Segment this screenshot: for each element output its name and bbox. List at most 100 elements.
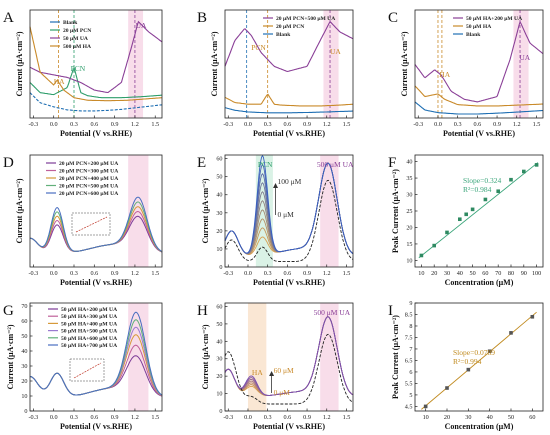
x-axis-label: Concentration (μM) — [445, 278, 514, 287]
panel-h: -0.3 0.0 0.3 0.6 0.9 1.2 1.5 Potential (V vs.RH… — [201, 302, 354, 431]
y-tick-label: 10 — [216, 246, 222, 253]
y-tick-label: 50 — [216, 321, 222, 328]
x-tick-label: 1.5 — [151, 414, 159, 421]
x-tick-label: 40 — [457, 270, 463, 277]
x-axis-label: Potential (V vs.RHE) — [60, 422, 132, 431]
x-tick-label: 1.5 — [343, 414, 351, 421]
legend-entry: 20 μM PCN+500 μM UA — [276, 16, 335, 22]
y-tick-label: 5 — [409, 392, 412, 399]
x-tick-label: 0.6 — [473, 121, 481, 128]
arrow-head — [269, 371, 275, 376]
x-tick-label: 0.6 — [283, 414, 291, 421]
inset-plot — [71, 212, 111, 236]
x-tick-label: 40 — [487, 414, 493, 421]
y-tick-label: 0 — [24, 408, 27, 415]
x-tick-label: 1.2 — [513, 121, 521, 128]
fit-line — [421, 311, 537, 410]
y-tick-label: 8 — [409, 323, 412, 330]
highlight-band — [128, 155, 149, 267]
x-tick-label: -0.3 — [28, 121, 38, 128]
y-tick-label: 4.5 — [405, 403, 413, 410]
legend-entry: 50 μM UA — [63, 36, 88, 42]
x-tick-label: 50 — [470, 270, 476, 277]
x-tick-label: 0.6 — [283, 121, 291, 128]
x-tick-label: 0.0 — [50, 414, 58, 421]
y-tick-label: 0 — [219, 264, 222, 271]
x-tick-label: 0.3 — [264, 270, 272, 277]
x-tick-label: 0.0 — [50, 121, 58, 128]
data-point — [522, 169, 526, 174]
x-tick-label: 0.9 — [303, 414, 311, 421]
x-tick-label: 0.3 — [70, 270, 78, 277]
series-line — [414, 20, 544, 103]
series-line — [29, 311, 163, 396]
slope-label: Slope=0.0789 — [453, 348, 495, 357]
peak-label-ha: HA — [439, 70, 450, 79]
x-tick-label: 60 — [529, 414, 535, 421]
inset-fit-line — [73, 362, 102, 379]
x-tick-label: 1.5 — [343, 121, 351, 128]
plot-frame — [224, 154, 354, 268]
legend-entry: 20 μM PCN+200 μM UA — [59, 161, 118, 167]
x-tick-label: 70 — [495, 270, 501, 277]
x-axis-label: Potential (V vs.RHE) — [253, 278, 325, 287]
concentration-high-label: 100 μM — [278, 177, 302, 186]
legend-entry: 50 μM HA+600 μM UA — [61, 336, 117, 342]
series-line — [29, 20, 163, 94]
legend-entry: 50 μM HA+400 μM UA — [61, 321, 117, 327]
r-squared-label: R²=0.994 — [453, 357, 482, 366]
baseline-curve — [224, 179, 354, 263]
data-point — [458, 217, 462, 222]
panel-letter-i: I — [388, 303, 393, 319]
r-squared-label: R²=0.984 — [463, 185, 492, 194]
legend-entry: 50 μM HA+300 μM UA — [61, 314, 117, 320]
y-tick-label: 15 — [406, 241, 412, 248]
plot-frame — [414, 9, 544, 119]
x-tick-label: 0.0 — [244, 270, 252, 277]
y-axis-label: Current (μA·cm⁻²) — [201, 324, 210, 389]
x-tick-label: 10 — [423, 414, 429, 421]
y-tick-label: 10 — [216, 391, 222, 398]
x-tick-label: 1.2 — [323, 414, 331, 421]
y-tick-label: 9 — [409, 300, 412, 307]
panel-letter-f: F — [388, 155, 396, 171]
series-line — [414, 101, 544, 115]
x-tick-label: 60 — [482, 270, 488, 277]
x-axis-label: Potential (V vs.RHE) — [443, 129, 515, 138]
legend-entry: 50 μM HA+500 μM UA — [61, 329, 117, 335]
peak-label-ha: HA — [54, 77, 65, 86]
series-line — [224, 20, 354, 72]
y-tick-label: 6 — [409, 369, 412, 376]
panel-e: -0.3 0.0 0.3 0.6 0.9 1.2 1.5 Potential (V vs.RH… — [201, 154, 354, 287]
y-axis-label: Peak Current (μA·cm⁻²) — [391, 315, 400, 399]
x-tick-label: 50 — [508, 414, 514, 421]
y-tick-label: 40 — [216, 192, 222, 199]
series-line — [224, 107, 353, 114]
series-line — [414, 85, 543, 107]
series-line — [29, 92, 163, 112]
data-point — [470, 207, 475, 212]
y-tick-label: 60 — [216, 303, 222, 310]
panel-letter-g: G — [3, 303, 14, 319]
peak-label-ua: UA — [519, 53, 530, 62]
x-tick-label: 100 — [532, 270, 541, 277]
peak-label-ua: 500 μM UA — [314, 308, 351, 317]
panel-letter-h: H — [197, 303, 208, 319]
x-tick-label: 0.3 — [70, 414, 78, 421]
inset-fit-line — [75, 216, 108, 233]
peak-label-pcn: PCN — [258, 160, 273, 169]
y-tick-label: 40 — [216, 338, 222, 345]
peak-label-ua: UA — [136, 21, 147, 30]
data-point — [464, 212, 468, 217]
y-tick-label: 20 — [216, 228, 222, 235]
concentration-low-label: 0 μM — [274, 388, 291, 397]
x-tick-label: 80 — [508, 270, 514, 277]
data-point — [496, 189, 500, 194]
y-tick-label: 5.5 — [405, 380, 413, 387]
data-point — [483, 197, 488, 202]
legend-entry: 20 μM PCN+500 μM UA — [59, 184, 118, 190]
baseline-curve — [224, 333, 354, 405]
data-point — [487, 349, 492, 354]
x-tick-label: 0.6 — [90, 270, 98, 277]
